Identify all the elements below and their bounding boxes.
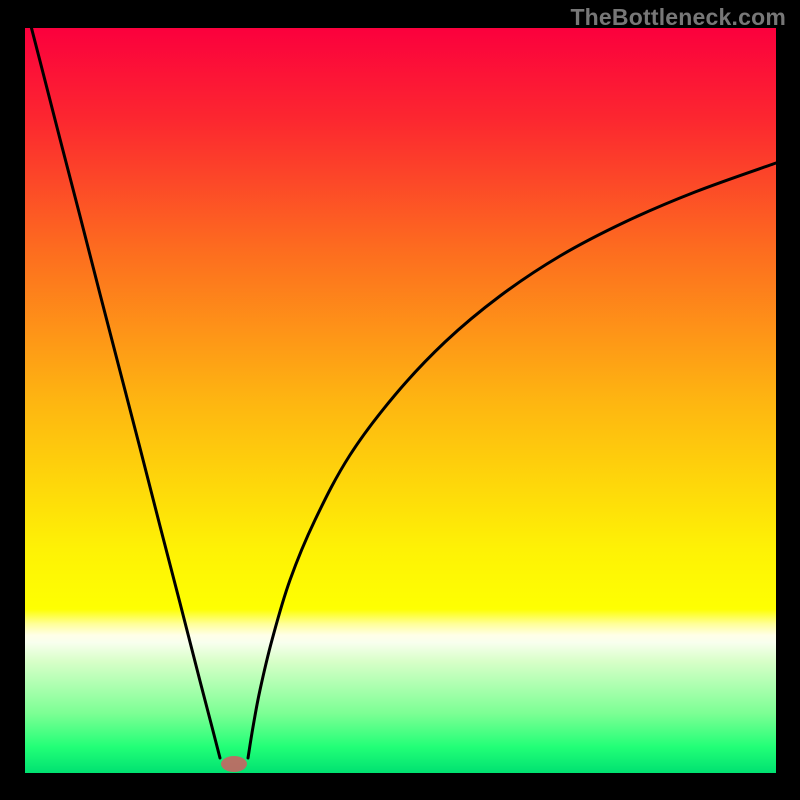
plot-background [25, 28, 776, 773]
bottleneck-chart [0, 0, 800, 800]
optimum-marker [221, 756, 247, 772]
watermark-text: TheBottleneck.com [570, 4, 786, 31]
chart-wrapper: TheBottleneck.com [0, 0, 800, 800]
